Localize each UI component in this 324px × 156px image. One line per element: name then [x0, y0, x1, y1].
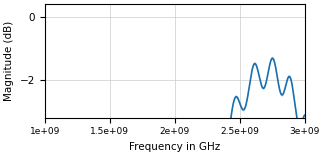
X-axis label: Frequency in GHz: Frequency in GHz — [129, 142, 220, 152]
Y-axis label: Magnitude (dB): Magnitude (dB) — [4, 21, 14, 101]
